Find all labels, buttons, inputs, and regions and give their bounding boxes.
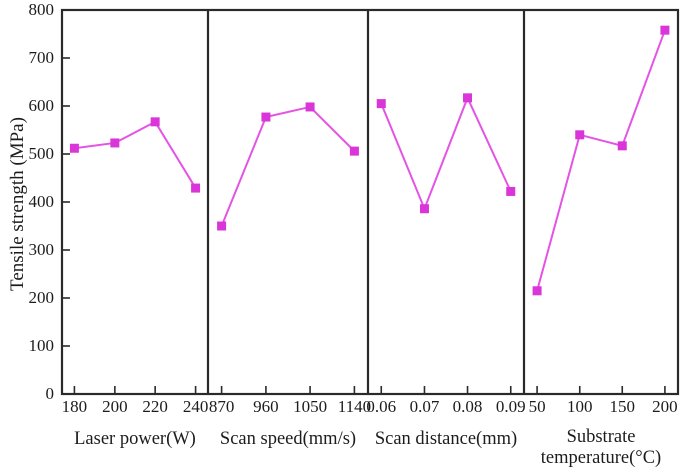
data-line: [74, 120, 197, 189]
x-tick-label: 960: [253, 397, 279, 416]
data-line: [536, 29, 666, 292]
x-tick-label: 150: [609, 397, 636, 416]
data-point-marker: [463, 93, 473, 103]
data-point-marker: [110, 138, 120, 148]
data-point-marker: [261, 112, 271, 122]
x-tick-label: 870: [208, 397, 235, 416]
x-tick-label: 1050: [293, 397, 328, 416]
x-tick-label: 1140: [337, 397, 372, 416]
x-tick-label: 0.09: [495, 397, 526, 416]
y-tick-label: 300: [28, 240, 55, 259]
y-tick-label: 800: [28, 0, 55, 19]
x-tick-label: 240: [182, 397, 209, 416]
data-line: [380, 95, 512, 212]
data-point-marker: [217, 221, 227, 231]
y-tick-label: 200: [28, 288, 55, 307]
x-tick-label: 0.07: [409, 397, 440, 416]
data-point-marker: [419, 204, 429, 214]
y-tick-label: 100: [28, 336, 55, 355]
x-axis-title-substrate-temperature: Substrate temperature(°C): [540, 427, 662, 468]
data-point-marker: [191, 183, 201, 193]
y-tick-label: 700: [28, 48, 55, 67]
x-tick-label: 0.08: [452, 397, 483, 416]
x-axis-title-scan-speed: Scan speed(mm/s): [219, 429, 357, 449]
y-tick-label: 400: [28, 192, 55, 211]
data-point-marker: [376, 99, 386, 109]
data-point-marker: [575, 130, 585, 140]
y-tick-label: 500: [28, 144, 55, 163]
x-tick-label: 100: [566, 397, 593, 416]
x-tick-label: 200: [102, 397, 128, 416]
x-axis-title-laser-power: Laser power(W): [74, 429, 196, 449]
data-point-marker: [506, 186, 516, 196]
x-axis-title-scan-distance: Scan distance(mm): [374, 429, 518, 449]
x-tick-label: 200: [652, 397, 678, 416]
data-point-marker: [617, 141, 627, 151]
y-tick-label: 600: [28, 96, 55, 115]
plot-frame: [60, 8, 680, 396]
data-point-marker: [660, 25, 670, 35]
data-point-marker: [349, 146, 359, 156]
x-tick-label: 180: [61, 397, 88, 416]
data-point-marker: [69, 143, 79, 153]
x-tick-label: 50: [528, 397, 546, 416]
data-point-marker: [150, 117, 160, 127]
data-point-marker: [305, 102, 315, 112]
x-tick-label: 0.06: [366, 397, 397, 416]
y-tick-label: 0: [45, 384, 55, 403]
data-line: [220, 105, 356, 227]
data-point-marker: [532, 286, 542, 296]
x-tick-label: 220: [142, 397, 168, 416]
